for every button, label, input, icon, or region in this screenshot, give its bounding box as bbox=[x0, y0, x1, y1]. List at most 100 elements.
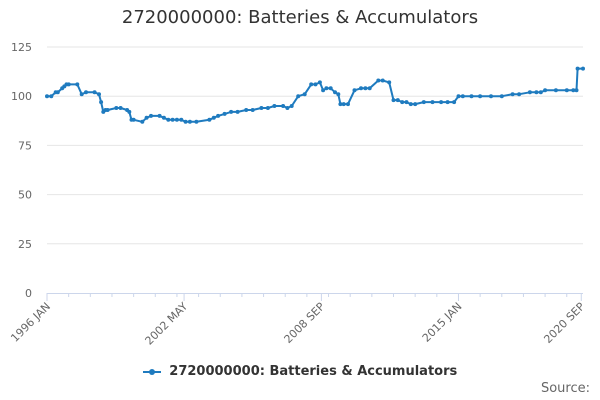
x-tick-label: 1996 JAN bbox=[8, 300, 53, 345]
data-point bbox=[328, 86, 333, 91]
y-tick-label: 50 bbox=[18, 189, 32, 202]
data-point bbox=[400, 100, 405, 105]
y-tick-label: 75 bbox=[18, 139, 32, 152]
x-tick-label: 2020 SEP bbox=[541, 300, 587, 346]
data-point bbox=[229, 109, 234, 114]
data-point bbox=[272, 104, 277, 108]
data-point bbox=[265, 106, 270, 110]
data-point bbox=[75, 82, 80, 87]
data-point bbox=[183, 119, 188, 124]
data-point bbox=[346, 102, 350, 107]
data-point bbox=[469, 94, 474, 99]
data-point bbox=[157, 113, 162, 118]
data-point bbox=[581, 66, 585, 71]
data-point bbox=[49, 94, 54, 99]
legend[interactable]: 2720000000: Batteries & Accumulators bbox=[0, 364, 600, 379]
data-point bbox=[211, 115, 216, 120]
data-point bbox=[460, 94, 465, 99]
data-point bbox=[309, 82, 314, 87]
series-layer bbox=[45, 66, 585, 124]
data-point bbox=[285, 106, 290, 110]
data-point bbox=[222, 111, 227, 116]
data-point bbox=[553, 88, 558, 93]
data-point bbox=[408, 102, 413, 107]
data-point bbox=[359, 86, 363, 91]
data-point bbox=[84, 90, 88, 95]
data-point bbox=[510, 92, 515, 97]
y-tick-label: 25 bbox=[18, 238, 32, 251]
data-point bbox=[289, 104, 294, 108]
data-point bbox=[341, 102, 346, 107]
data-point bbox=[439, 100, 444, 105]
x-tick-label: 2008 SEP bbox=[282, 300, 328, 346]
data-point bbox=[313, 82, 318, 87]
data-point bbox=[387, 80, 392, 85]
data-point bbox=[404, 100, 409, 105]
data-point bbox=[571, 88, 576, 93]
data-point bbox=[118, 106, 123, 110]
data-point bbox=[194, 119, 199, 124]
legend-label: 2720000000: Batteries & Accumulators bbox=[169, 364, 458, 379]
x-tick-label: 2002 MAY bbox=[143, 300, 191, 348]
data-point bbox=[352, 88, 357, 93]
data-point bbox=[149, 113, 153, 118]
data-point bbox=[55, 90, 60, 95]
data-point bbox=[174, 117, 179, 122]
data-point bbox=[45, 94, 49, 99]
data-point bbox=[317, 80, 322, 85]
data-point bbox=[216, 113, 221, 118]
data-point bbox=[187, 119, 192, 124]
data-point bbox=[395, 98, 400, 103]
data-point bbox=[144, 115, 149, 120]
data-point bbox=[527, 90, 532, 95]
data-point bbox=[445, 100, 450, 105]
data-point bbox=[166, 117, 171, 122]
data-point bbox=[367, 86, 372, 91]
data-point bbox=[161, 115, 166, 120]
data-point bbox=[105, 108, 110, 112]
data-point bbox=[363, 86, 368, 91]
data-point bbox=[140, 119, 145, 124]
data-point bbox=[235, 109, 240, 114]
data-point bbox=[478, 94, 483, 99]
data-point bbox=[336, 92, 341, 97]
data-point bbox=[97, 92, 101, 97]
data-point bbox=[99, 100, 104, 105]
legend-swatch bbox=[142, 367, 161, 377]
data-point bbox=[179, 117, 184, 122]
data-point bbox=[170, 117, 175, 122]
data-point bbox=[296, 94, 301, 99]
grid-layer bbox=[47, 46, 583, 245]
y-tick-label: 0 bbox=[25, 287, 32, 300]
source-label: Source: bbox=[540, 381, 590, 396]
data-point bbox=[564, 88, 569, 93]
data-point bbox=[250, 108, 255, 112]
data-point bbox=[259, 106, 264, 110]
data-point bbox=[127, 109, 132, 114]
data-point bbox=[534, 90, 539, 95]
data-point bbox=[281, 104, 286, 108]
data-point bbox=[324, 86, 329, 91]
data-point bbox=[489, 94, 493, 99]
data-point bbox=[207, 117, 212, 122]
data-point bbox=[538, 90, 543, 95]
data-point bbox=[302, 92, 307, 97]
chart-title: 2720000000: Batteries & Accumulators bbox=[121, 7, 479, 28]
data-point bbox=[452, 100, 457, 105]
data-point bbox=[79, 92, 84, 97]
data-point bbox=[321, 88, 326, 93]
data-point bbox=[574, 88, 579, 93]
data-point bbox=[391, 98, 396, 103]
data-point bbox=[575, 66, 580, 71]
x-tick-label: 2015 JAN bbox=[420, 300, 465, 345]
data-point bbox=[543, 88, 548, 93]
data-point bbox=[114, 106, 119, 110]
data-point bbox=[517, 92, 522, 97]
data-point bbox=[376, 78, 381, 83]
data-point bbox=[333, 90, 337, 95]
data-point bbox=[244, 108, 249, 112]
y-tick-label: 125 bbox=[11, 41, 32, 54]
data-point bbox=[413, 102, 418, 107]
data-point bbox=[131, 117, 136, 122]
